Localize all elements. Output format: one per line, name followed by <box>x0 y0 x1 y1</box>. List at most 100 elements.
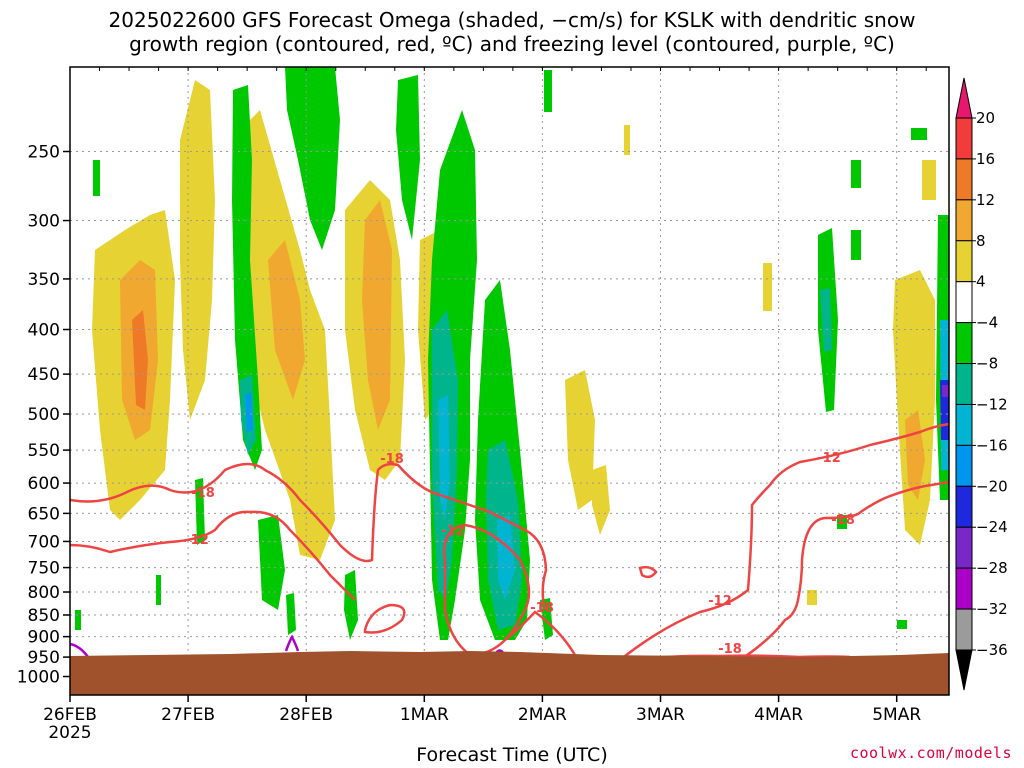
colorbar: 20 16 12 8 4 −4 −8 −12 −16 −20 −24 −28 −32 −36 <box>955 77 1008 691</box>
colorbar-box <box>955 363 973 405</box>
y-axis: 2503003504004505005506006507007508008509… <box>17 143 70 688</box>
y-tick-label: 250 <box>28 143 60 163</box>
colorbar-box <box>955 117 973 160</box>
colorbar-box <box>955 199 973 242</box>
contour-label: -18 <box>191 486 215 501</box>
x-tick-label: 1MAR <box>400 705 449 725</box>
dgz-contours <box>70 422 949 662</box>
y-tick-label: 550 <box>28 441 60 461</box>
colorbar-box <box>955 444 973 487</box>
x-tick-label: 3MAR <box>636 705 685 725</box>
x-tick-label: 5MAR <box>872 705 921 725</box>
colorbar-box <box>955 403 973 446</box>
omega-shade-green <box>851 230 861 260</box>
y-tick-label: 600 <box>28 474 60 494</box>
dgz-contour-minus-12 <box>363 603 406 634</box>
x-axis: 26FEB 27FEB 28FEB 1MAR 2MAR 3MAR 4MAR 5MAR 2025 <box>43 67 927 743</box>
dgz-contour-minus-12 <box>70 510 356 601</box>
contour-labels: -18 -12 -18 -12 -18 -12 -18 -12 -18 <box>185 451 855 657</box>
freezing-level-contour <box>70 642 90 658</box>
dgz-contour-minus-12 <box>638 565 658 579</box>
colorbar-box <box>955 240 973 283</box>
x-tick-label: 27FEB <box>161 705 215 725</box>
colorbar-tick-label: −32 <box>976 600 1008 618</box>
colorbar-box <box>955 526 973 569</box>
omega-shade-teal <box>820 288 832 352</box>
colorbar-tick-label: −12 <box>976 395 1008 413</box>
colorbar-tick-label: −20 <box>976 477 1008 495</box>
y-tick-label: 350 <box>28 270 60 290</box>
credit-text: coolwx.com/models <box>849 744 1012 762</box>
contour-label: -12 <box>708 594 732 609</box>
omega-shade-green <box>156 575 161 605</box>
omega-shade-green <box>396 75 420 240</box>
terrain-ground <box>70 651 949 695</box>
colorbar-tick-label: −36 <box>976 641 1008 659</box>
y-tick-label: 900 <box>28 628 60 648</box>
dgz-contour-minus-18 <box>504 610 577 656</box>
omega-shade-green <box>286 593 296 635</box>
omega-shading <box>75 67 949 640</box>
y-tick-label: 450 <box>28 365 60 385</box>
plot-frame <box>69 66 950 696</box>
omega-shade-gold <box>268 240 305 400</box>
y-tick-label: 400 <box>28 321 60 341</box>
colorbar-tick-label: −8 <box>976 355 998 373</box>
y-tick-label: 850 <box>28 606 60 626</box>
y-tick-label: 700 <box>28 532 60 552</box>
omega-shade-yellow <box>807 590 817 605</box>
omega-shade-green <box>837 515 847 529</box>
contour-label: -12 <box>185 533 209 548</box>
contour-label: -18 <box>831 513 855 528</box>
y-tick-label: 950 <box>28 648 60 668</box>
colorbar-tick-label: 20 <box>976 109 995 127</box>
contour-label: -18 <box>530 601 554 616</box>
omega-shade-green <box>897 620 907 629</box>
y-tick-label: 800 <box>28 583 60 603</box>
omega-shade-yellow <box>893 270 935 545</box>
dgz-contour-minus-12 <box>739 480 949 662</box>
omega-shade-yellow <box>180 80 215 420</box>
colorbar-tick-label: −28 <box>976 559 1008 577</box>
chart-title-line-2: growth region (contoured, red, ºC) and f… <box>129 32 895 56</box>
x-year-label: 2025 <box>48 723 91 743</box>
x-tick-label: 26FEB <box>43 705 97 725</box>
contour-label: -18 <box>380 452 404 467</box>
omega-shade-cyan <box>438 395 450 520</box>
omega-shade-yellow <box>922 160 936 200</box>
dgz-contour-minus-18 <box>70 462 548 611</box>
omega-shade-yellow <box>624 125 630 155</box>
omega-shade-yellow <box>763 263 772 311</box>
colorbar-box <box>955 322 973 365</box>
omega-shade-yellow <box>565 370 595 510</box>
x-tick-label: 2MAR <box>518 705 567 725</box>
colorbar-box <box>955 608 973 651</box>
omega-shade-green <box>544 70 552 112</box>
omega-shade-orange <box>132 310 148 410</box>
omega-shade-green <box>195 478 205 545</box>
y-tick-label: 650 <box>28 504 60 524</box>
omega-shade-green <box>75 610 81 630</box>
omega-shade-blue <box>245 392 253 432</box>
omega-shade-green <box>540 598 553 640</box>
colorbar-tick-label: 4 <box>976 273 986 291</box>
contour-label: -12 <box>441 524 465 539</box>
contour-label: -18 <box>718 642 742 657</box>
y-tick-label: 1000 <box>17 668 60 688</box>
omega-shade-purple <box>942 385 949 397</box>
omega-shade-green <box>93 160 100 196</box>
y-tick-label: 750 <box>28 559 60 579</box>
x-axis-title: Forecast Time (UTC) <box>416 744 608 766</box>
omega-shade-green <box>911 128 927 140</box>
colorbar-tick-label: −4 <box>976 314 998 332</box>
colorbar-box <box>955 567 973 610</box>
colorbar-box <box>955 281 973 324</box>
y-tick-label: 500 <box>28 405 60 425</box>
y-tick-label: 300 <box>28 212 60 232</box>
omega-shade-green <box>851 160 861 188</box>
chart-title-line-1: 2025022600 GFS Forecast Omega (shaded, −… <box>108 8 916 32</box>
omega-shade-yellow <box>592 465 610 535</box>
colorbar-top-arrow <box>955 77 973 119</box>
colorbar-tick-label: 8 <box>976 232 986 250</box>
x-tick-label: 4MAR <box>754 705 803 725</box>
